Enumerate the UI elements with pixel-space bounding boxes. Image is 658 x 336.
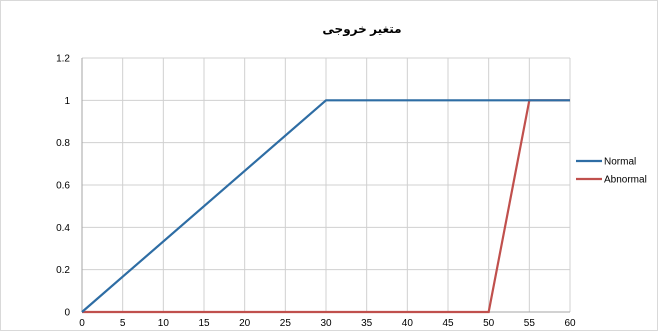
y-tick-label: 0 bbox=[64, 308, 70, 319]
legend-label-abnormal: Abnormal bbox=[604, 175, 647, 186]
x-tick-label: 35 bbox=[361, 318, 373, 329]
x-tick-label: 50 bbox=[483, 318, 495, 329]
series-line-normal bbox=[81, 99, 570, 313]
y-tick-label: 0.4 bbox=[56, 223, 70, 234]
x-tick-label: 25 bbox=[280, 318, 292, 329]
x-tick-label: 55 bbox=[524, 318, 536, 329]
y-tick-label: 1 bbox=[64, 96, 70, 107]
x-tick-label: 10 bbox=[158, 318, 170, 329]
x-tick-label: 15 bbox=[198, 318, 210, 329]
x-tick-label: 45 bbox=[442, 318, 454, 329]
x-tick-label: 30 bbox=[320, 318, 332, 329]
series-layer bbox=[81, 99, 570, 314]
legend: Normal Abnormal bbox=[576, 157, 647, 186]
y-tick-label: 0.2 bbox=[56, 265, 70, 276]
y-tick-label: 0.8 bbox=[56, 138, 70, 149]
x-tick-label: 40 bbox=[402, 318, 414, 329]
x-tick-label: 20 bbox=[239, 318, 251, 329]
x-tick-label: 60 bbox=[564, 318, 576, 329]
y-tick-label: 1.2 bbox=[56, 54, 70, 65]
chart-title: متغیر خروجی bbox=[322, 22, 401, 37]
x-tick-label: 0 bbox=[79, 318, 85, 329]
y-tick-label: 0.6 bbox=[56, 181, 70, 192]
legend-label-normal: Normal bbox=[604, 157, 636, 168]
x-tick-label: 5 bbox=[120, 318, 126, 329]
